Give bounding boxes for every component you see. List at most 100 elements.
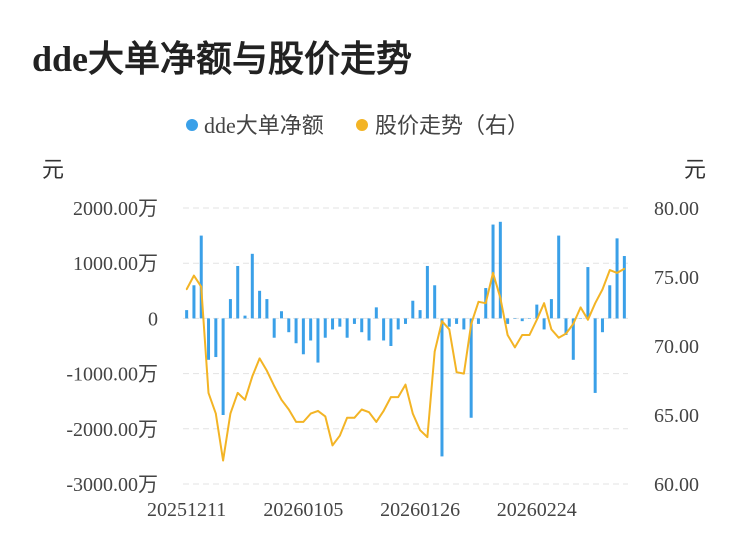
line-point: [346, 416, 348, 419]
line-point: [536, 318, 538, 321]
line-point: [601, 288, 604, 291]
line-point: [616, 272, 618, 274]
bar: [374, 307, 378, 319]
bar: [192, 285, 196, 319]
line-point: [382, 410, 385, 412]
line-point: [411, 412, 414, 415]
bar: [352, 318, 356, 324]
right-axis-ticks: 80.00 75.00 70.00 65.00 60.00: [654, 198, 699, 496]
bar: [287, 318, 291, 333]
right-axis-unit: 元: [684, 157, 706, 182]
line-point: [565, 332, 567, 335]
legend-bar-marker: [186, 119, 198, 131]
bar: [498, 221, 502, 319]
line-point: [273, 385, 275, 387]
line-point: [295, 421, 297, 423]
bar: [418, 310, 422, 319]
chart-title: dde大单净额与股价走势: [32, 39, 413, 79]
line-point: [528, 334, 531, 336]
bar: [367, 318, 371, 341]
line-point: [623, 267, 626, 270]
line-point: [258, 357, 261, 360]
bar: [608, 285, 612, 319]
x-tick-label: 20260224: [497, 499, 577, 521]
line-point: [492, 272, 494, 274]
line-point: [251, 375, 254, 378]
bar: [316, 318, 320, 363]
bar: [535, 304, 539, 319]
bar: [338, 318, 342, 327]
line-point: [572, 323, 575, 325]
bar: [455, 318, 459, 324]
line-point: [455, 371, 458, 374]
bar: [301, 318, 305, 355]
left-tick-label: 0: [148, 308, 158, 330]
left-tick-label: -1000.00万: [66, 364, 158, 386]
bar: [433, 285, 437, 319]
line-point: [608, 269, 611, 271]
line-point: [433, 350, 436, 353]
left-axis-unit: 元: [42, 157, 64, 182]
line-point: [244, 399, 246, 401]
bar: [476, 318, 480, 324]
left-tick-label: 2000.00万: [73, 198, 158, 220]
x-axis-ticks: 20251211 20260105 20260126 20260224: [147, 499, 577, 521]
bar: [571, 318, 575, 360]
bar: [309, 318, 313, 341]
bar: [506, 318, 510, 324]
line-point: [594, 302, 596, 305]
bar: [236, 265, 240, 319]
bar: [207, 318, 211, 360]
line-point: [419, 429, 421, 431]
bar: [345, 318, 349, 338]
bar: [396, 318, 400, 330]
bar: [323, 318, 327, 338]
x-tick-label: 20251211: [147, 499, 226, 521]
line-point: [579, 306, 582, 309]
bar: [557, 235, 561, 319]
bar-series: [185, 221, 626, 457]
line-point: [397, 396, 400, 398]
bar: [331, 318, 335, 330]
bar: [411, 300, 415, 319]
line-point: [448, 328, 451, 331]
bar: [579, 318, 583, 319]
bar: [593, 318, 597, 393]
bar: [265, 299, 269, 319]
bar: [382, 318, 386, 341]
bar: [279, 311, 283, 319]
bar: [228, 299, 232, 319]
bar: [389, 318, 393, 346]
line-point: [360, 408, 363, 411]
line-point: [287, 408, 290, 411]
bar: [360, 318, 364, 333]
right-tick-label: 60.00: [654, 474, 699, 496]
bar: [469, 318, 473, 418]
line-point: [317, 410, 319, 412]
right-tick-label: 80.00: [654, 198, 699, 220]
bar: [404, 318, 407, 324]
line-point: [353, 416, 356, 419]
line-series: [185, 267, 626, 462]
bar: [615, 238, 619, 319]
line-point: [550, 328, 553, 331]
bar: [564, 318, 568, 335]
bar: [513, 318, 517, 319]
grid-lines: [183, 207, 628, 485]
bar: [586, 267, 590, 319]
bar: [272, 318, 276, 338]
left-tick-label: -3000.00万: [66, 474, 158, 496]
line-point: [266, 370, 268, 372]
line-point: [229, 412, 232, 415]
bar: [199, 235, 203, 319]
line-point: [543, 302, 545, 305]
line-point: [521, 334, 524, 336]
line-point: [193, 274, 195, 277]
x-tick-label: 20260126: [380, 499, 460, 521]
left-tick-label: 1000.00万: [73, 253, 158, 275]
bar: [528, 318, 532, 319]
bar: [600, 318, 604, 333]
right-tick-label: 65.00: [654, 405, 699, 427]
bar: [549, 299, 553, 319]
